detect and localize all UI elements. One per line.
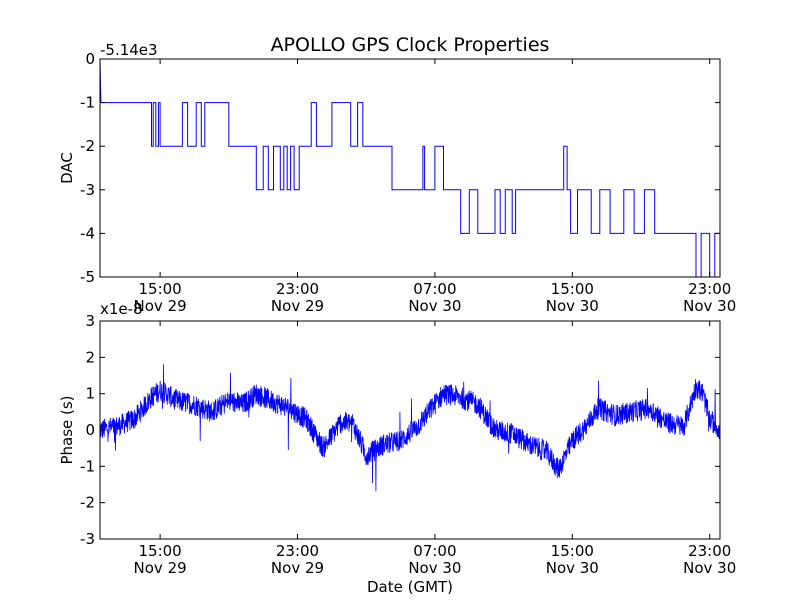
dac-y-axis-label: DAC (58, 152, 76, 184)
phase-y-tick-label: -3 (80, 530, 95, 548)
dac-x-tick-time: 23:00 (276, 280, 319, 298)
dac-x-tick-time: 23:00 (688, 280, 731, 298)
x-axis-label: Date (GMT) (367, 578, 453, 596)
dac-y-ticks: 0 -1 -2 -3 -4 -5 (80, 50, 720, 286)
dac-panel: APOLLO GPS Clock Properties -5.14e3 0 -1 -… (58, 34, 736, 315)
dac-x-tick-time: 07:00 (413, 280, 456, 298)
phase-y-tick-label: -2 (80, 494, 95, 512)
dac-y-tick-label: -2 (80, 137, 95, 155)
dac-x-tick-date: Nov 30 (546, 297, 599, 315)
phase-y-tick-label: 2 (85, 348, 95, 366)
phase-x-tick-date: Nov 30 (408, 559, 461, 577)
phase-x-tick-time: 23:00 (688, 542, 731, 560)
dac-axes-frame (99, 58, 721, 278)
phase-x-tick-time: 15:00 (138, 542, 181, 560)
phase-y-tick-label: 3 (85, 312, 95, 330)
phase-x-tick-date: Nov 30 (683, 559, 736, 577)
dac-y-tick-label: -4 (80, 224, 95, 242)
dac-y-tick-label: -5 (80, 268, 95, 286)
dac-plot-area (99, 58, 720, 278)
dac-y-tick-label: -3 (80, 181, 95, 199)
dac-x-tick-time: 15:00 (551, 280, 594, 298)
dac-x-tick-time: 15:00 (138, 280, 181, 298)
phase-y-tick-label: -1 (80, 457, 95, 475)
phase-offset-label: x1e-8 (100, 300, 143, 318)
dac-x-tick-date: Nov 29 (134, 297, 187, 315)
phase-y-tick-label: 1 (85, 385, 95, 403)
dac-x-tick-date: Nov 29 (271, 297, 324, 315)
dac-offset-label: -5.14e3 (100, 41, 158, 59)
phase-x-tick-time: 23:00 (276, 542, 319, 560)
dac-y-tick-label: -1 (80, 94, 95, 112)
phase-x-tick-date: Nov 29 (271, 559, 324, 577)
phase-x-tick-date: Nov 29 (134, 559, 187, 577)
phase-y-tick-label: 0 (85, 421, 95, 439)
phase-x-tick-date: Nov 30 (546, 559, 599, 577)
phase-y-axis-label: Phase (s) (58, 395, 76, 464)
phase-y-ticks: 3 2 1 0 -1 -2 -3 (80, 312, 720, 548)
chart-title: APOLLO GPS Clock Properties (271, 34, 550, 56)
dac-x-tick-date: Nov 30 (408, 297, 461, 315)
phase-x-tick-time: 15:00 (551, 542, 594, 560)
phase-x-tick-time: 07:00 (413, 542, 456, 560)
dac-series-line (99, 58, 720, 278)
phase-series-line (99, 364, 721, 492)
phase-plot-area (99, 364, 721, 492)
dac-x-tick-date: Nov 30 (683, 297, 736, 315)
dac-y-tick-label: 0 (85, 50, 95, 68)
